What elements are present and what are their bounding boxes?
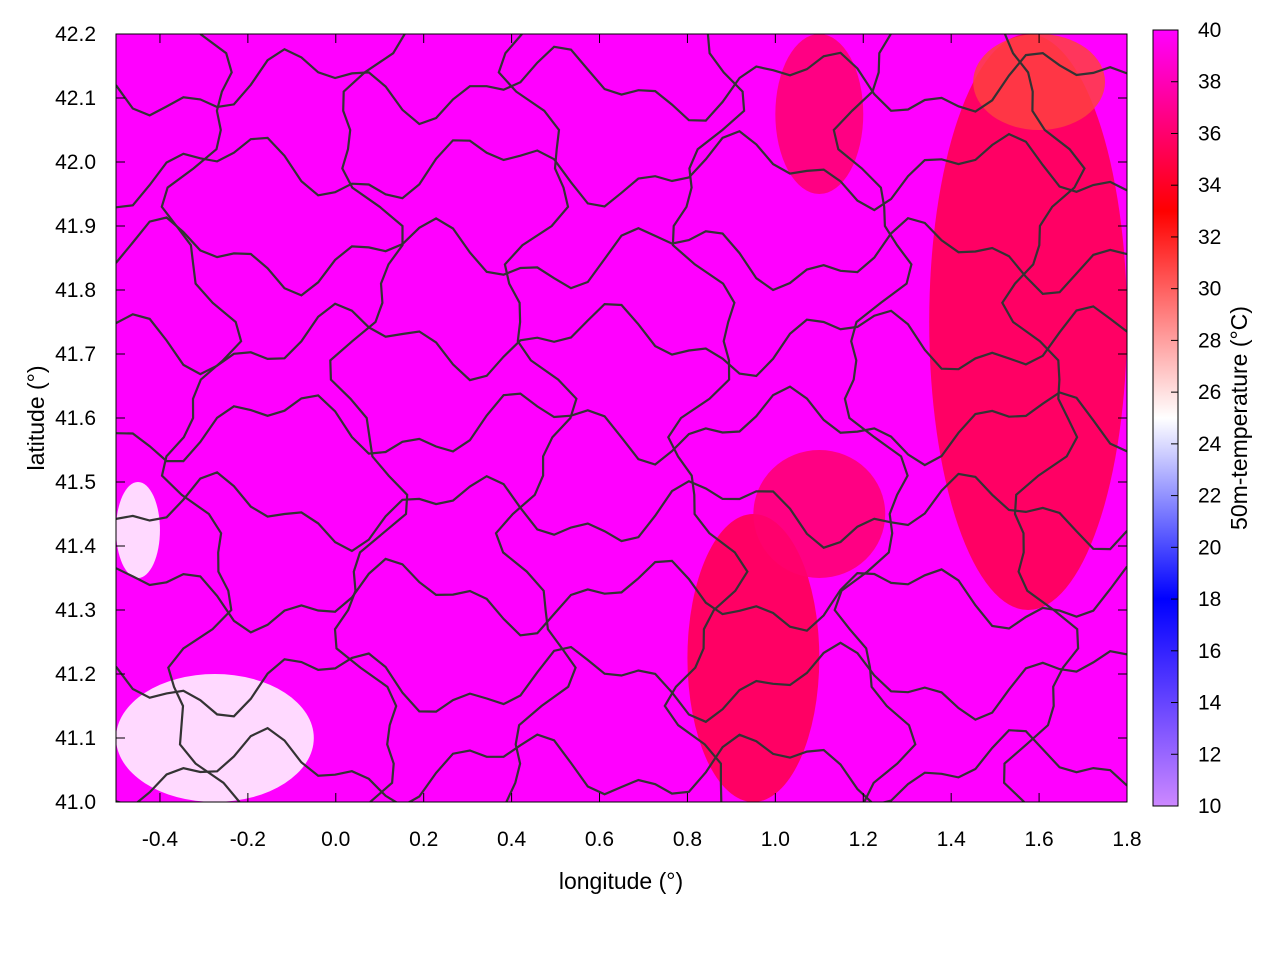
- x-tick-label: 0.2: [409, 828, 438, 851]
- temperature-region: [116, 482, 160, 578]
- x-tick-label: 1.6: [1024, 828, 1053, 851]
- x-tick-label: -0.4: [142, 828, 179, 851]
- colorbar-tick-label: 10: [1198, 795, 1221, 818]
- contour-line: [116, 45, 1127, 126]
- x-tick-label: 1.2: [849, 828, 878, 851]
- y-tick-label: 41.6: [55, 407, 96, 430]
- temperature-regions: [116, 34, 1127, 802]
- colorbar-tick-label: 12: [1198, 743, 1221, 766]
- colorbar-tick-label: 14: [1198, 692, 1222, 715]
- y-tick-label: 41.3: [55, 599, 96, 622]
- colorbar-tick-label: 26: [1198, 381, 1221, 404]
- contour-line: [116, 385, 1127, 467]
- x-tick-label: 0.8: [673, 828, 702, 851]
- contour-line: [494, 34, 578, 802]
- colorbar-tick-label: 22: [1198, 485, 1221, 508]
- temperature-region: [753, 450, 886, 578]
- colorbar: [1152, 29, 1179, 807]
- colorbar-tick-label: 28: [1198, 329, 1221, 352]
- y-tick-label: 42.1: [55, 87, 96, 110]
- x-tick-label: 1.0: [761, 828, 790, 851]
- contour-lines: [116, 34, 1127, 802]
- contour-line: [116, 726, 1127, 802]
- temperature-region: [929, 34, 1127, 610]
- colorbar-tick-label: 38: [1198, 71, 1221, 94]
- contour-line: [160, 34, 243, 802]
- colorbar-tick-label: 36: [1198, 122, 1221, 145]
- contour-line: [663, 34, 749, 802]
- contour-line: [116, 471, 1127, 553]
- colorbar-title: 50m-temperature (°C): [1226, 306, 1252, 530]
- contour-line: [116, 216, 1127, 297]
- temperature-region: [687, 514, 820, 802]
- y-tick-label: 41.8: [55, 279, 96, 302]
- contour-line: [329, 34, 409, 802]
- colorbar-tick-label: 24: [1198, 433, 1222, 456]
- y-tick-label: 41.0: [55, 791, 96, 814]
- colorbar-tick-label: 18: [1198, 588, 1221, 611]
- temperature-region: [775, 34, 864, 194]
- y-axis: 41.0 41.1 41.2 41.3 41.4 41.5 41.6 41.7 41.8 41.9…: [55, 23, 1127, 814]
- contour-line: [116, 129, 1127, 212]
- temperature-region: [116, 674, 314, 802]
- y-tick-label: 42.0: [55, 151, 96, 174]
- y-tick-label: 41.2: [55, 663, 96, 686]
- colorbar-tick-label: 34: [1198, 174, 1222, 197]
- contour-line: [832, 34, 917, 802]
- y-tick-label: 41.5: [55, 471, 96, 494]
- contour-line: [116, 557, 1127, 637]
- x-tick-label: 1.8: [1112, 828, 1141, 851]
- y-tick-label: 41.7: [55, 343, 96, 366]
- colorbar-tick-label: 40: [1198, 19, 1221, 42]
- colorbar-tick-label: 20: [1198, 536, 1221, 559]
- x-tick-label: 0.4: [497, 828, 527, 851]
- contour-line: [116, 302, 1127, 382]
- y-tick-label: 41.1: [55, 727, 96, 750]
- contour-line: [1001, 34, 1086, 802]
- x-tick-label: 1.4: [937, 828, 967, 851]
- y-tick-label: 42.2: [55, 23, 96, 46]
- y-axis-title: latitude (°): [23, 365, 49, 470]
- colorbar-axis: 10 12 14 16 18 20 22 24 26 28 30 32 34 36 38 40: [1171, 19, 1222, 818]
- colorbar-tick-label: 30: [1198, 278, 1221, 301]
- x-tick-label: 0.0: [321, 828, 350, 851]
- contour-line: [116, 641, 1127, 724]
- temperature-region: [973, 34, 1106, 130]
- x-axis-title: longitude (°): [559, 868, 683, 894]
- colorbar-tick-label: 16: [1198, 640, 1221, 663]
- x-axis: -0.4 -0.2 0.0 0.2 0.4 0.6 0.8 1.0 1.2 1.4 1.6 1.8: [142, 34, 1142, 851]
- x-tick-label: -0.2: [230, 828, 266, 851]
- y-tick-label: 41.9: [55, 215, 96, 238]
- y-tick-label: 41.4: [55, 535, 96, 558]
- colorbar-tick-label: 32: [1198, 226, 1221, 249]
- x-tick-label: 0.6: [585, 828, 614, 851]
- plot-area: [116, 34, 1127, 802]
